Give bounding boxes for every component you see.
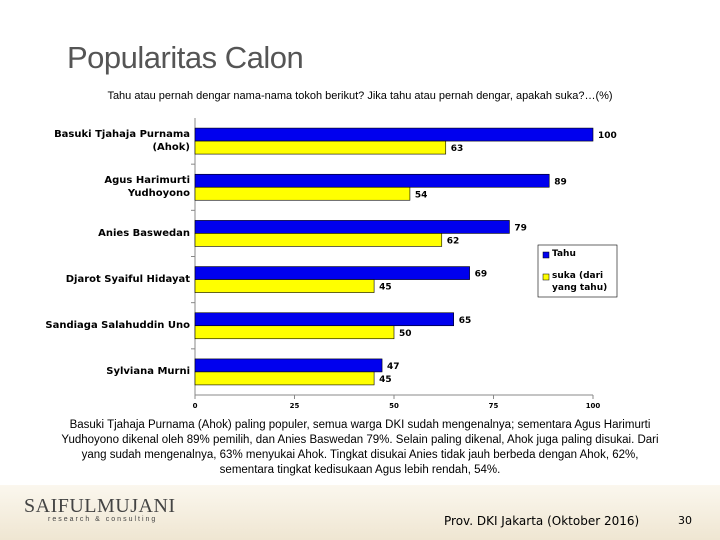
bar — [194, 220, 510, 234]
chart-title: Popularitas Calon — [67, 40, 304, 75]
value-label: 45 — [379, 375, 392, 385]
category-label: Sandiaga Salahuddin Uno — [45, 320, 190, 332]
footer-band — [0, 485, 720, 540]
legend-item: suka (dari yang tahu) — [552, 271, 608, 293]
bar — [194, 173, 550, 188]
bar — [194, 186, 411, 201]
value-label: 62 — [447, 236, 460, 246]
legend-item: Tahu — [552, 249, 576, 259]
legend-swatch — [542, 251, 550, 259]
logo-tagline: research & consulting — [48, 516, 158, 523]
legend-label: suka (dari yang tahu) — [552, 271, 608, 293]
value-label: 50 — [399, 329, 412, 339]
bar — [194, 127, 594, 142]
x-tick-label: 25 — [290, 402, 300, 410]
category-label: Sylviana Murni — [106, 366, 190, 378]
bar — [194, 233, 443, 247]
value-label: 100 — [598, 131, 617, 141]
value-label: 65 — [459, 316, 472, 326]
bar — [194, 325, 395, 340]
summary: Basuki Tjahaja Purnama (Ahok) paling pop… — [61, 419, 659, 476]
category-label: Anies Baswedan — [98, 227, 190, 239]
value-label: 45 — [379, 283, 392, 293]
category-label: Djarot Syaiful Hidayat — [65, 274, 190, 286]
chart-subtitle: Tahu atau pernah dengar nama-nama tokoh … — [107, 90, 613, 102]
bar — [194, 358, 383, 373]
legend-swatch — [542, 273, 550, 281]
value-label: 63 — [451, 144, 464, 154]
logo: SAIFULMUJANI — [24, 495, 176, 517]
page-number: 30 — [678, 514, 692, 527]
bar — [194, 266, 470, 280]
bar — [194, 371, 375, 386]
x-tick-label: 100 — [586, 402, 601, 410]
bar — [194, 279, 375, 293]
value-label: 79 — [514, 223, 527, 233]
x-tick-label: 0 — [193, 402, 198, 410]
category-label: Basuki Tjahaja Purnama (Ahok) — [54, 129, 190, 154]
category-label: Agus Harimurti Yudhoyono — [104, 175, 190, 200]
x-tick-label: 50 — [389, 402, 399, 410]
value-label: 54 — [415, 190, 428, 200]
value-label: 47 — [387, 362, 400, 372]
value-label: 69 — [475, 270, 488, 280]
legend-label: Tahu — [552, 249, 576, 259]
source: Prov. DKI Jakarta (Oktober 2016) — [444, 514, 640, 528]
x-tick-label: 75 — [489, 402, 499, 410]
bar — [194, 312, 455, 327]
value-label: 89 — [554, 177, 567, 187]
bar — [194, 140, 447, 155]
legend-box — [537, 244, 618, 298]
